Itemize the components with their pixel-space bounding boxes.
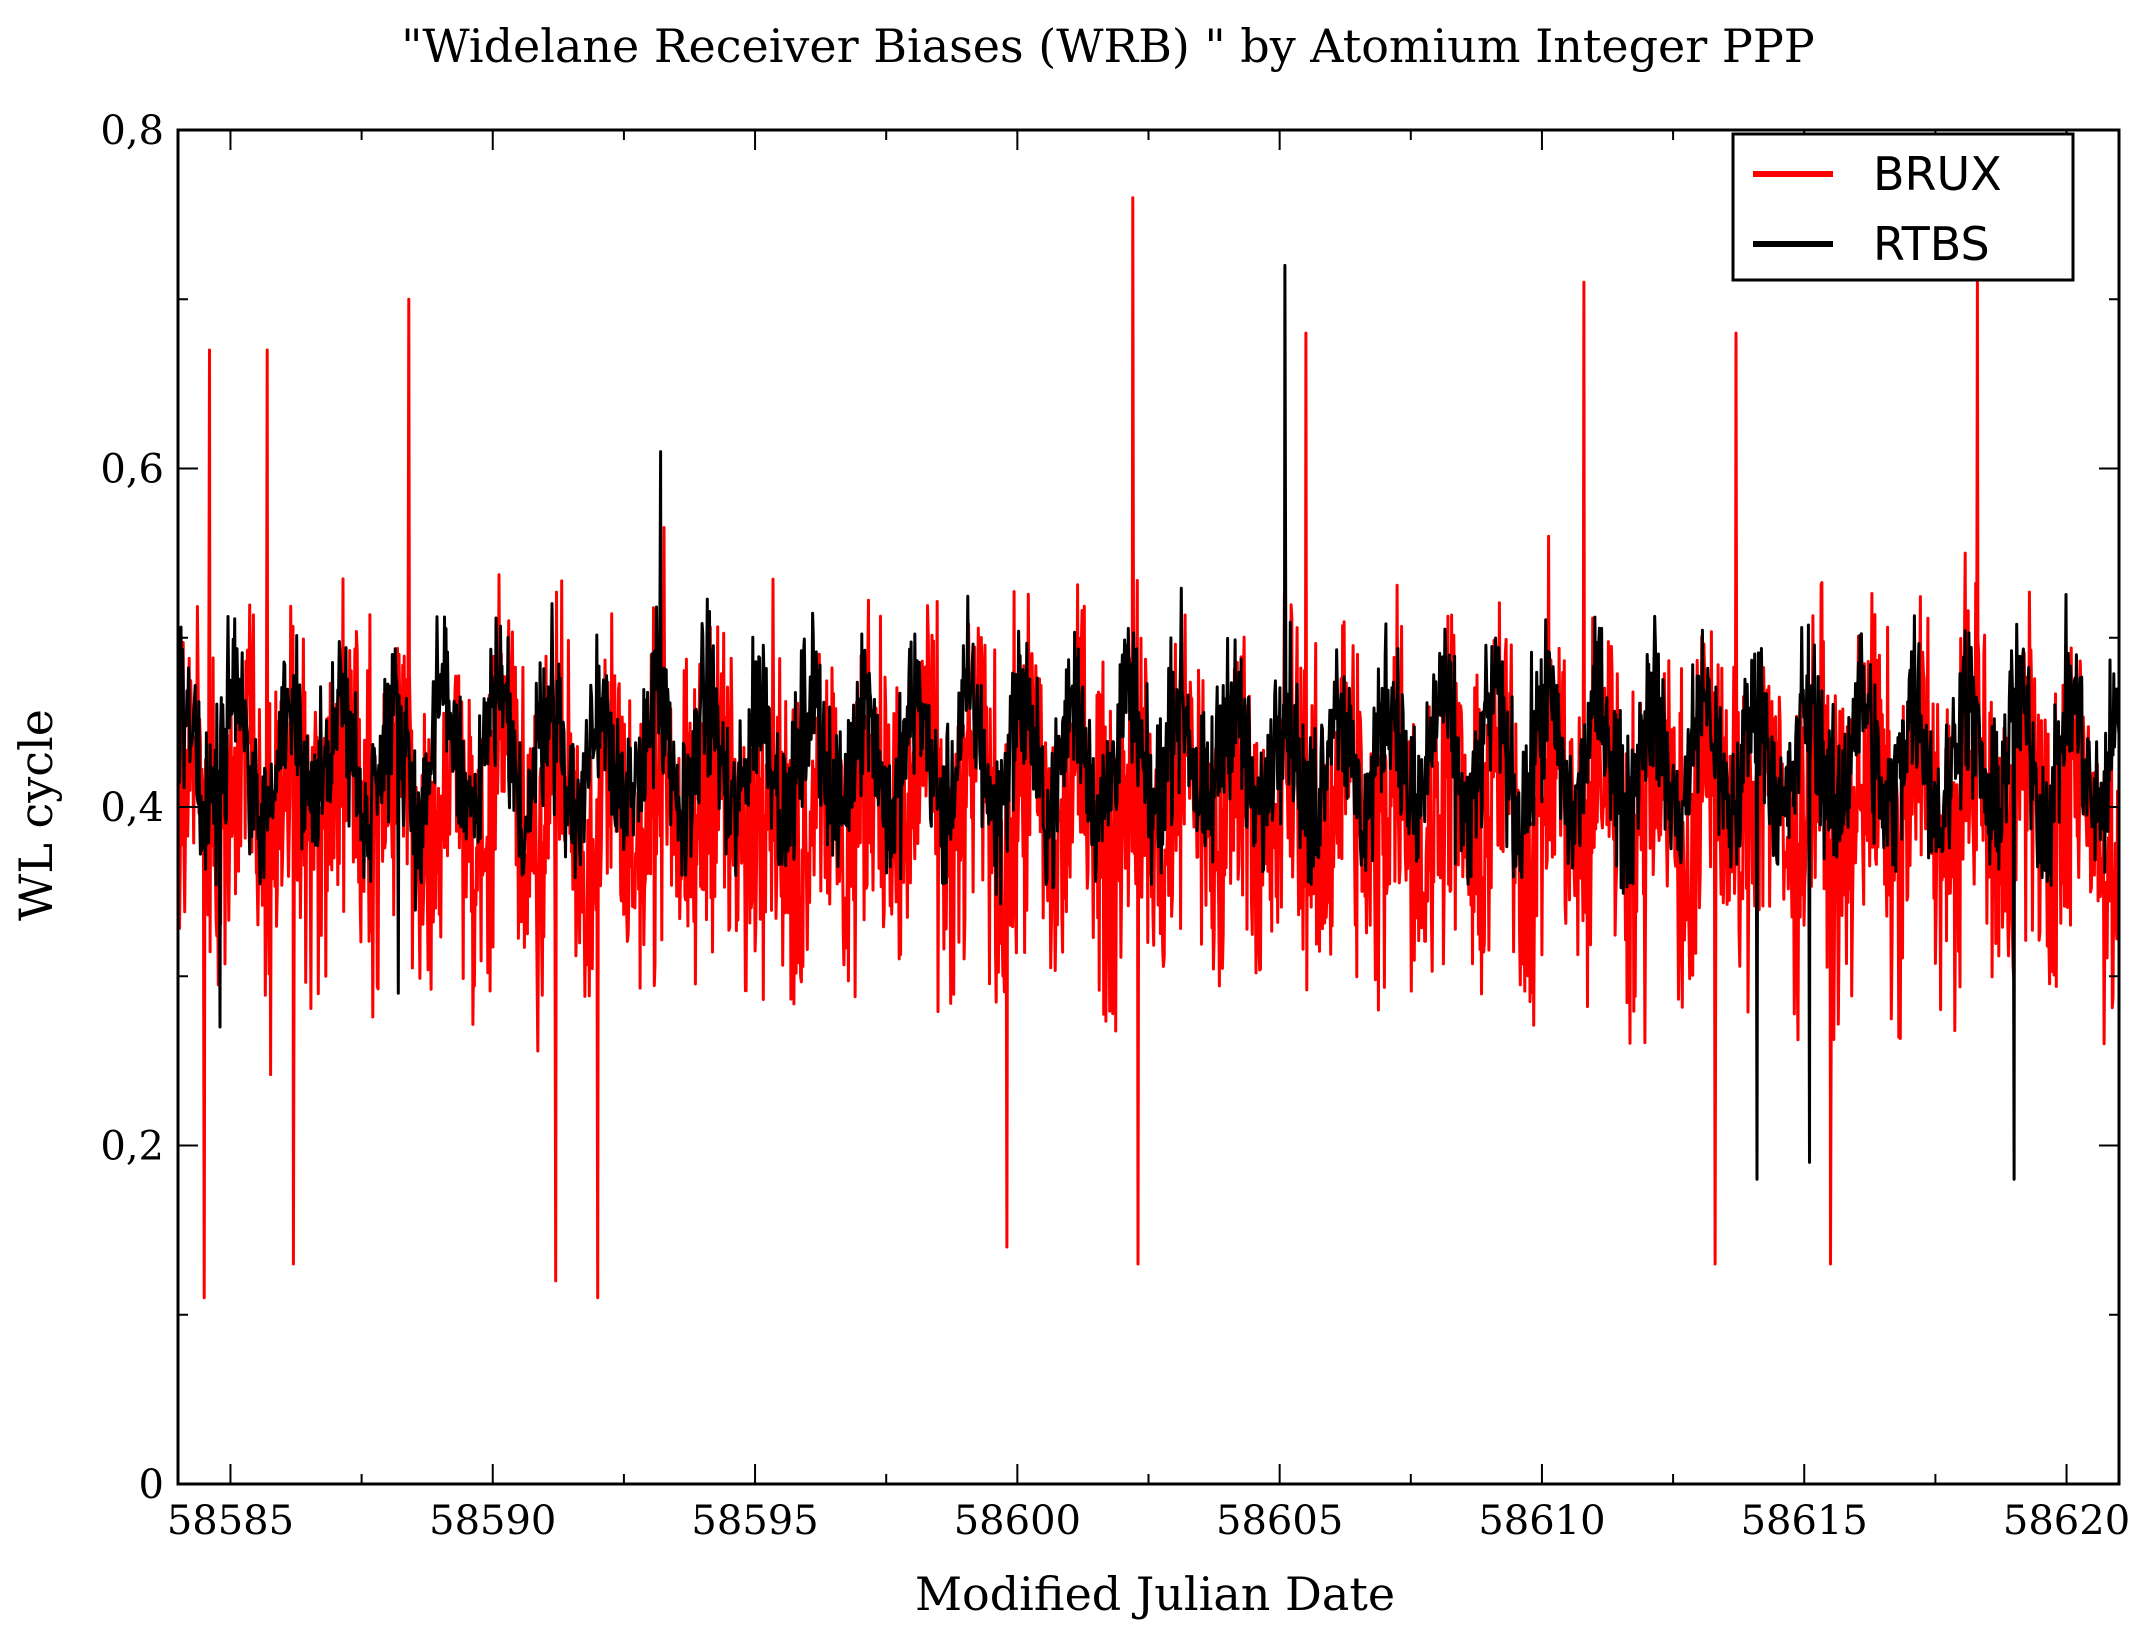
x-axis-label: Modified Julian Date: [915, 1567, 1395, 1621]
y-axis-label: WL cycle: [9, 709, 63, 921]
x-tick-label: 58595: [691, 1498, 818, 1544]
x-tick-label: 58615: [1741, 1498, 1868, 1544]
x-tick-label: 58590: [429, 1498, 556, 1544]
y-tick-label: 0,8: [100, 108, 164, 154]
x-tick-label: 58600: [954, 1498, 1081, 1544]
series-line-rtbs: [178, 263, 2119, 1181]
legend-box: [1731, 132, 2075, 282]
y-tick-label: 0,2: [100, 1124, 164, 1170]
chart-title: "Widelane Receiver Biases (WRB) " by Ato…: [401, 19, 1815, 73]
y-tick-label: 0,4: [100, 785, 164, 831]
legend-label-rtbs: RTBS: [1873, 217, 1990, 271]
x-tick-label: 58605: [1216, 1498, 1343, 1544]
y-tick-label: 0: [139, 1462, 164, 1508]
y-tick-label: 0,6: [100, 447, 164, 493]
x-tick-label: 58620: [2003, 1498, 2130, 1544]
legend-label-brux: BRUX: [1873, 147, 2002, 201]
plot-series: [178, 196, 2119, 1300]
x-tick-label: 58610: [1478, 1498, 1605, 1544]
x-tick-label: 58585: [167, 1498, 294, 1544]
legend: BRUX RTBS: [1731, 132, 2075, 282]
axes: 58585 58590 58595 58600 58605 58610 58615 58620…: [100, 108, 2130, 1544]
